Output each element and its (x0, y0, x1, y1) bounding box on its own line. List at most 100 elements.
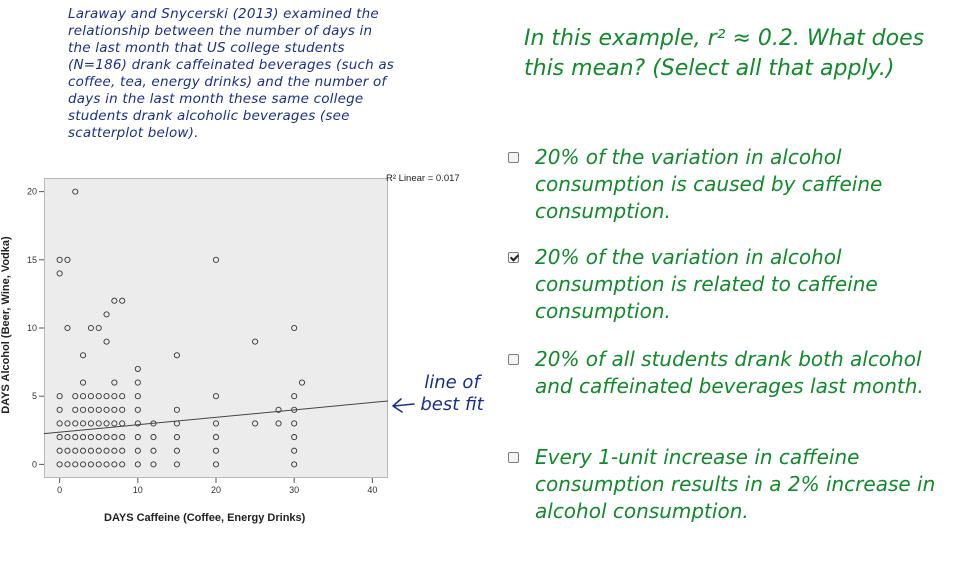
option-label: 20% of all students drank both alcohol a… (535, 347, 924, 398)
data-point (111, 379, 118, 386)
data-point (72, 393, 79, 400)
data-point (212, 256, 220, 263)
data-point (72, 447, 79, 454)
data-point (111, 297, 118, 304)
data-point (87, 406, 94, 413)
r-squared-label: R² Linear = 0.017 (386, 173, 460, 184)
data-point (103, 420, 110, 427)
data-point (173, 406, 180, 413)
data-point (95, 420, 102, 427)
data-point (95, 461, 102, 468)
fit-line (43, 400, 389, 435)
data-point (80, 420, 87, 427)
data-point (64, 324, 71, 332)
data-point (103, 434, 110, 441)
data-point (252, 338, 259, 345)
data-point (291, 434, 298, 441)
data-point (87, 420, 94, 427)
data-point (64, 461, 71, 468)
data-point (212, 393, 220, 400)
data-point (298, 379, 306, 386)
data-point (275, 406, 282, 413)
data-point (111, 393, 118, 400)
data-point (111, 420, 118, 427)
data-point (72, 406, 79, 413)
data-point (119, 420, 126, 427)
data-point (87, 447, 94, 454)
data-point (87, 393, 94, 400)
data-point (95, 434, 102, 441)
data-point (56, 420, 63, 427)
data-point (134, 420, 141, 427)
data-point (80, 379, 87, 386)
data-point (64, 256, 71, 263)
option-checkbox[interactable] (508, 152, 519, 163)
data-point (150, 461, 157, 468)
data-point (134, 393, 141, 400)
data-point (72, 420, 79, 427)
x-tick-label: 10 (133, 485, 143, 495)
data-point (56, 393, 63, 400)
data-point (119, 447, 126, 454)
data-point (103, 338, 110, 345)
data-point (103, 447, 110, 454)
y-tick-label: 10 (27, 323, 37, 333)
data-point (150, 447, 157, 454)
data-point (80, 406, 87, 413)
data-point (134, 379, 141, 386)
fit-line-layer (43, 400, 389, 435)
data-point (275, 420, 282, 427)
data-point (103, 311, 110, 318)
data-point (103, 461, 110, 468)
y-tick-label: 0 (32, 459, 37, 469)
data-point (212, 434, 220, 441)
x-tick-label: 20 (211, 485, 221, 495)
data-point (134, 406, 141, 413)
data-point (80, 393, 87, 400)
option-checkbox[interactable] (508, 354, 519, 365)
data-point (56, 406, 63, 413)
option-one-unit[interactable]: Every 1-unit increase in caffeine consum… (508, 444, 968, 525)
data-point (111, 406, 118, 413)
option-all-students[interactable]: 20% of all students drank both alcohol a… (508, 346, 968, 400)
data-point (119, 434, 126, 441)
data-point (56, 447, 63, 454)
option-checkbox[interactable] (508, 252, 519, 263)
data-point (150, 434, 157, 441)
y-axis-label: DAYS Alcohol (Beer, Wine, Vodka) (0, 236, 12, 414)
data-point (212, 420, 220, 427)
option-checkbox[interactable] (508, 452, 519, 463)
data-point (64, 434, 71, 441)
data-point (87, 324, 94, 332)
option-related[interactable]: 20% of the variation in alcohol consumpt… (508, 244, 968, 325)
arrow-shaft (393, 403, 415, 407)
arrow-head (392, 398, 403, 413)
data-point (103, 393, 110, 400)
y-tick-label: 20 (27, 187, 37, 197)
data-point (111, 434, 118, 441)
data-point (212, 447, 220, 454)
data-point (95, 393, 102, 400)
data-point (80, 461, 87, 468)
data-point (173, 434, 180, 441)
data-point (134, 365, 141, 372)
data-point (252, 420, 259, 427)
data-point (111, 461, 118, 468)
data-point (80, 434, 87, 441)
axes: 0 5 10 15 20 0 10 20 30 40 (27, 187, 377, 495)
best-fit-annotation: line of best fit (420, 372, 484, 415)
data-point (134, 447, 141, 454)
question-text: In this example, r² ≈ 0.2. What does thi… (524, 26, 925, 81)
option-label: 20% of the variation in alcohol consumpt… (535, 245, 878, 323)
data-point (80, 352, 87, 359)
y-tick-label: 5 (32, 391, 37, 401)
data-point (72, 434, 79, 441)
data-point (95, 324, 102, 332)
x-tick-label: 0 (57, 485, 62, 495)
option-caused[interactable]: 20% of the variation in alcohol consumpt… (508, 144, 968, 225)
data-point (56, 461, 63, 468)
data-point (95, 406, 102, 413)
x-axis-label: DAYS Caffeine (Coffee, Energy Drinks) (104, 512, 306, 524)
data-point (87, 461, 94, 468)
